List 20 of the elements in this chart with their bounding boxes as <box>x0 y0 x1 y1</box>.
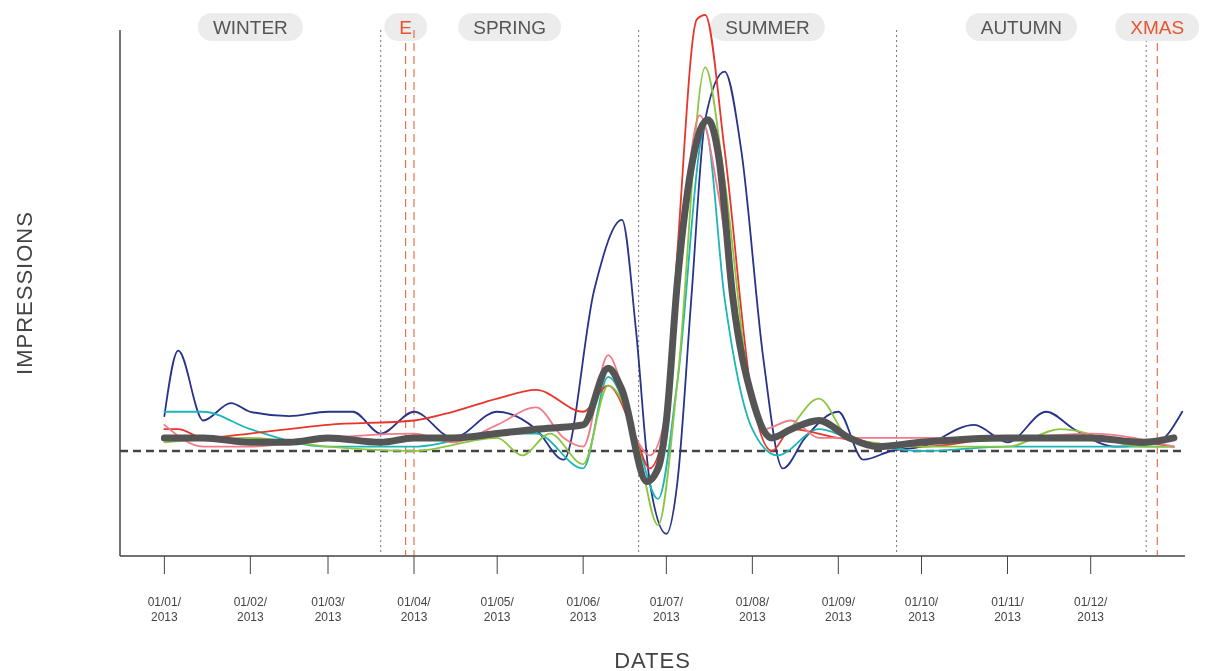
x-tick-label: 01/04/ 2013 <box>397 595 432 624</box>
x-tick-label: 01/06/ 2013 <box>566 595 601 624</box>
annotation: SPRING <box>473 17 547 38</box>
x-tick-label: 01/12/ 2013 <box>1074 595 1109 624</box>
x-tick-label: 01/09/ 2013 <box>821 595 856 624</box>
x-tick-label: 01/10/ 2013 <box>904 595 939 624</box>
x-tick-label: 01/05/ 2013 <box>480 595 515 624</box>
x-tick-label: 01/01/ 2013 <box>147 595 182 624</box>
annotation: WINTER <box>212 17 288 38</box>
ref-line-label: XMAS <box>1130 17 1185 38</box>
y-axis-title: IMPRESSIONS <box>12 211 37 375</box>
x-axis-title: DATES <box>614 648 691 671</box>
ref-line-label: E <box>399 17 413 38</box>
annotation: AUTUMN <box>980 17 1063 38</box>
annotation: SUMMER <box>725 17 810 38</box>
x-tick-label: 01/08/ 2013 <box>735 595 770 624</box>
x-tick-label: 01/03/ 2013 <box>311 595 346 624</box>
x-tick-label: 01/11/ 2013 <box>991 595 1025 624</box>
x-tick-label: 01/02/ 2013 <box>233 595 268 624</box>
x-tick-label: 01/07/ 2013 <box>649 595 684 624</box>
